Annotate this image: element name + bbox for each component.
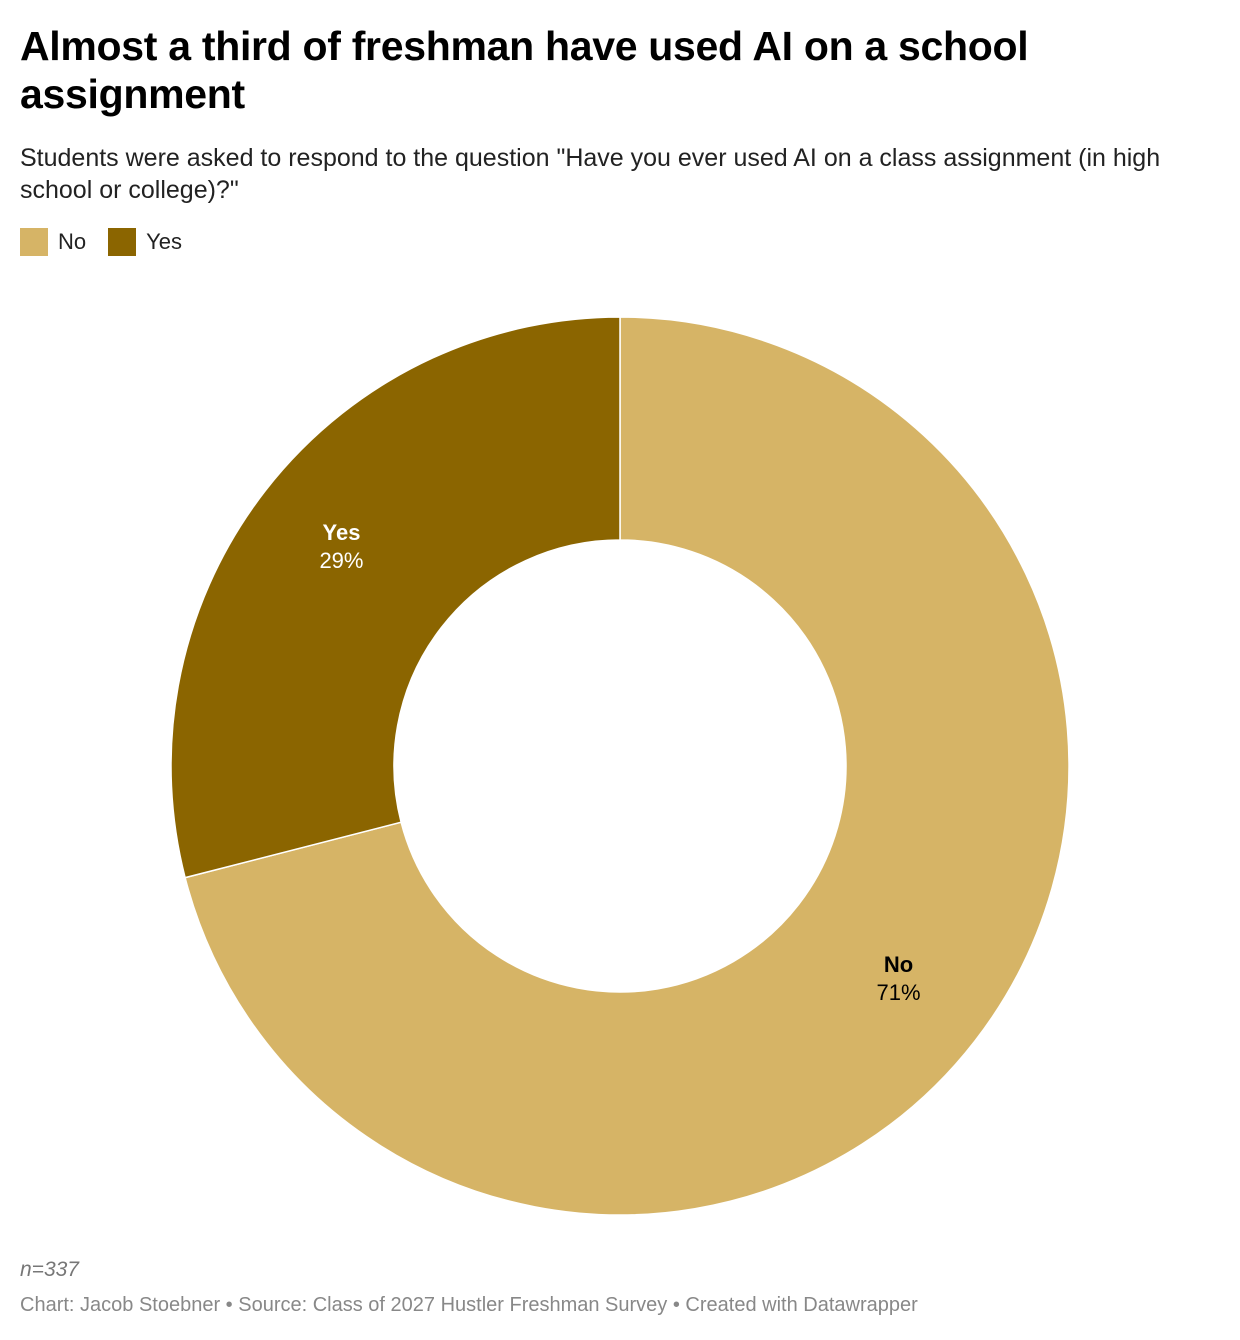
legend-label-no: No — [58, 229, 87, 254]
slice-value-label-no: 71% — [877, 980, 921, 1005]
slice-label-yes: Yes 29% — [319, 520, 363, 573]
donut-chart: No 71% Yes 29% — [170, 316, 1070, 1216]
legend-swatch-yes — [108, 228, 137, 256]
slice-value-label-yes: 29% — [319, 548, 363, 573]
chart-footer: Chart: Jacob Stoebner • Source: Class of… — [20, 1294, 918, 1316]
legend-item-no: No — [20, 228, 86, 256]
slice-yes — [170, 316, 621, 879]
slice-category-label-no: No — [884, 952, 913, 977]
legend-label-yes: Yes — [146, 229, 183, 254]
slice-category-label-yes: Yes — [323, 520, 361, 545]
chart-title: Almost a third of freshman have used AI … — [20, 23, 1029, 117]
slice-no — [184, 316, 1070, 1216]
legend-item-yes: Yes — [108, 228, 182, 256]
legend: No Yes — [20, 228, 204, 256]
chart-subtitle: Students were asked to respond to the qu… — [20, 144, 1161, 204]
sample-size-note: n=337 — [20, 1258, 79, 1281]
legend-swatch-no — [20, 228, 48, 256]
slice-label-no: No 71% — [877, 952, 921, 1005]
